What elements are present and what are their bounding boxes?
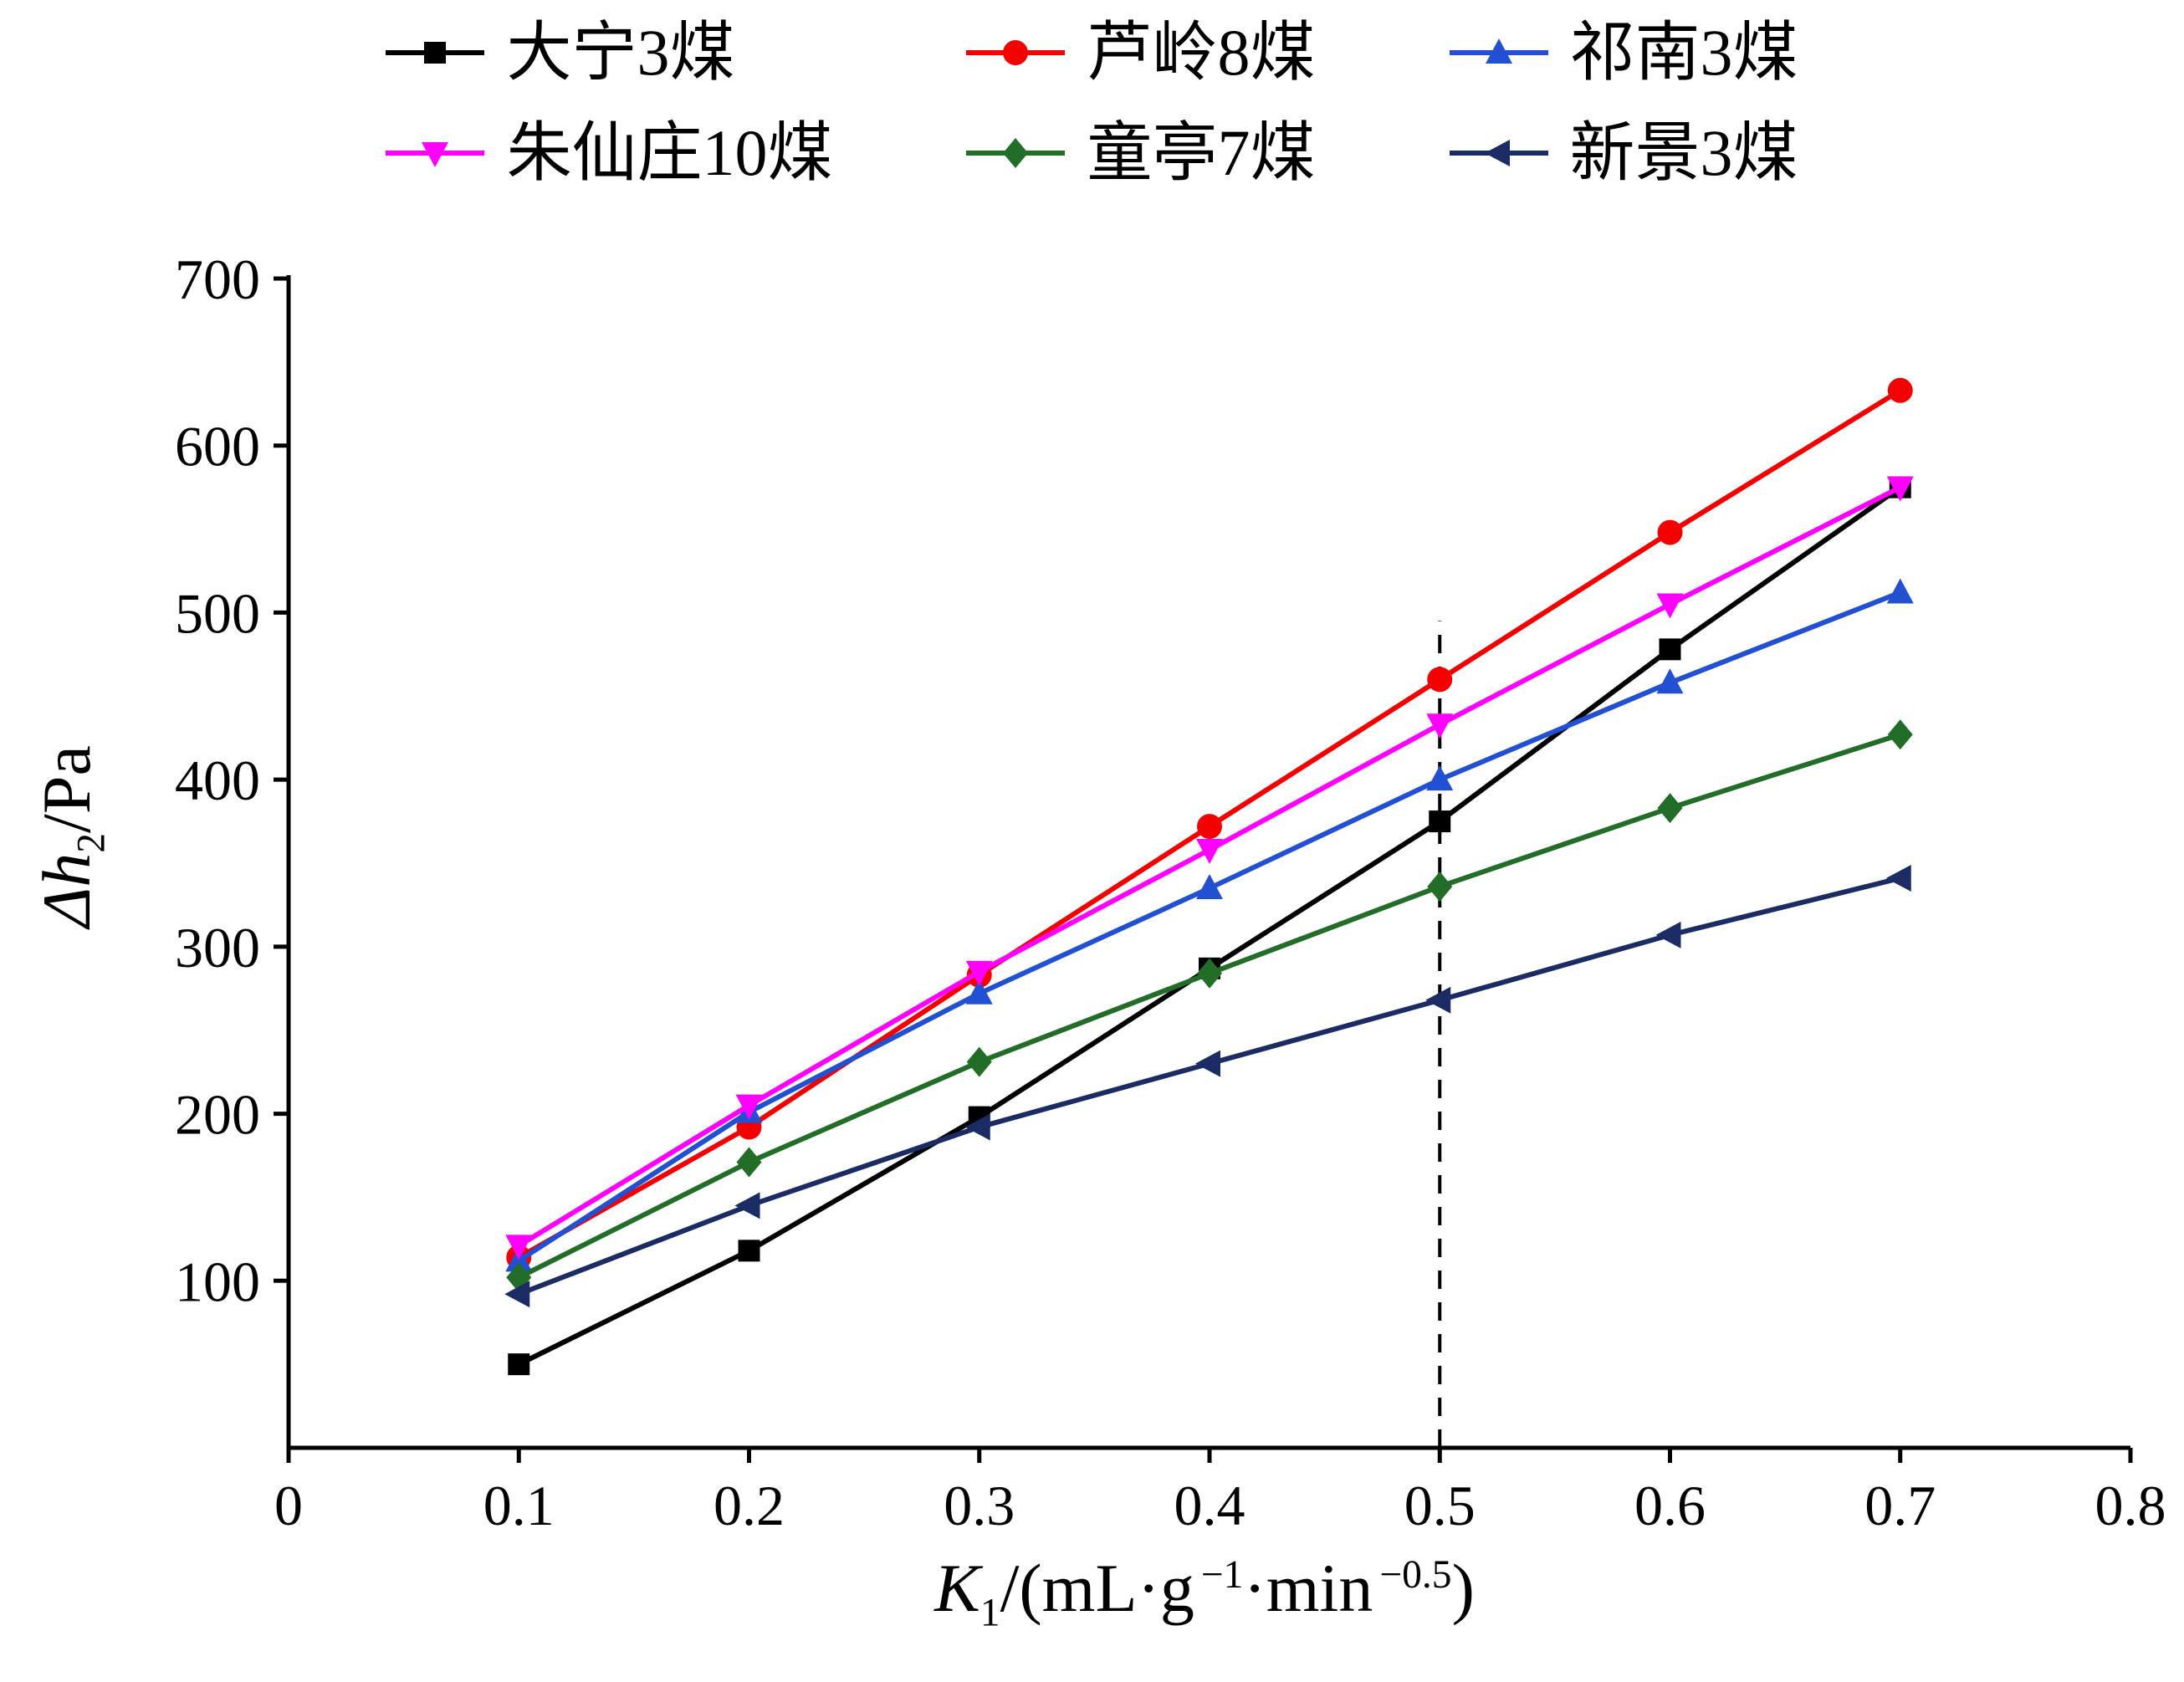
x-axis-units-2: ·min: [1243, 1550, 1373, 1626]
legend-item: 大宁3煤: [386, 20, 734, 85]
data-point-marker: [1887, 719, 1913, 750]
x-axis-exponent-2: −0.5: [1379, 1552, 1452, 1597]
y-axis-symbol: Δh: [28, 852, 105, 928]
x-axis-units-1: /(mL·g: [1000, 1550, 1194, 1626]
data-point-marker: [1885, 864, 1911, 892]
data-point-marker: [966, 1046, 992, 1077]
data-point-marker: [1195, 1050, 1220, 1077]
data-point-marker: [1657, 793, 1683, 824]
data-point-marker: [1196, 839, 1223, 865]
x-tick-label: 0.7: [1864, 1474, 1936, 1537]
legend-marker-icon: [1449, 140, 1548, 166]
data-point-marker: [1425, 986, 1451, 1014]
series-line: [518, 876, 1901, 1297]
series-diamond: [506, 719, 1913, 1293]
y-axis-units: /Pa: [28, 745, 105, 833]
x-tick-label: 0.1: [483, 1474, 555, 1537]
data-point-marker: [735, 1094, 763, 1120]
x-tick-label: 0: [274, 1474, 303, 1537]
data-point-marker: [1659, 638, 1681, 661]
data-point-marker: [734, 1192, 760, 1219]
data-point-marker: [1429, 810, 1451, 833]
data-point-marker: [738, 1240, 760, 1262]
data-point-marker: [736, 1147, 762, 1178]
data-point-marker: [1655, 921, 1681, 948]
legend-label: 朱仙庄10煤: [506, 116, 833, 189]
data-point-marker: [1003, 138, 1029, 168]
data-point-marker: [1197, 814, 1222, 840]
series-circle: [506, 377, 1913, 1270]
x-tick-label: 0.4: [1174, 1474, 1245, 1537]
x-tick-label: 0.2: [714, 1474, 785, 1537]
legend-marker-icon: [1449, 38, 1548, 64]
data-point-marker: [504, 1281, 530, 1308]
data-point-marker: [965, 960, 993, 986]
series-triangle-down: [505, 476, 1914, 1260]
legend-label: 芦岭8煤: [1087, 16, 1316, 89]
data-point-marker: [1197, 958, 1222, 989]
x-tick-label: 0.6: [1634, 1474, 1706, 1537]
data-point-marker: [1656, 593, 1684, 619]
legend-label: 祁南3煤: [1569, 16, 1798, 89]
data-point-marker: [964, 1113, 990, 1141]
data-point-marker: [1427, 871, 1453, 902]
data-point-marker: [422, 142, 449, 167]
series-triangle-left: [504, 864, 1911, 1308]
y-tick-label: 500: [175, 581, 260, 645]
series-line: [517, 484, 1902, 1248]
data-point-marker: [505, 1235, 533, 1260]
x-axis-subscript: 1: [979, 1591, 1000, 1635]
y-tick-label: 700: [175, 248, 260, 311]
x-tick-label: 0.3: [944, 1474, 1015, 1537]
y-tick-label: 400: [175, 749, 260, 812]
data-point-marker: [1196, 873, 1223, 899]
series-line: [517, 485, 1902, 1367]
data-point-marker: [1426, 765, 1454, 791]
data-point-marker: [1485, 38, 1512, 64]
data-point-marker: [1656, 668, 1684, 694]
legend-item: 新景3煤: [1449, 116, 1798, 189]
data-point-marker: [1003, 40, 1029, 65]
x-axis-symbol: K: [934, 1550, 980, 1626]
y-axis-title: Δh2/Pa: [28, 745, 113, 928]
data-point-marker: [1426, 713, 1454, 739]
legend-label: 大宁3煤: [506, 16, 735, 89]
data-point-marker: [1886, 578, 1914, 604]
data-point-marker: [1657, 519, 1683, 545]
legend-label: 新景3煤: [1569, 116, 1798, 189]
data-point-marker: [965, 979, 993, 1005]
legend-marker-icon: [386, 142, 485, 167]
y-axis-subscript: 2: [69, 832, 114, 853]
data-point-marker: [1887, 377, 1913, 403]
y-tick-label: 600: [175, 415, 260, 478]
y-tick-label: 200: [175, 1083, 260, 1147]
legend-item: 祁南3煤: [1449, 16, 1798, 89]
x-axis-exponent-1: −1: [1200, 1552, 1244, 1597]
legend-item: 芦岭8煤: [966, 16, 1316, 89]
data-point-marker: [1484, 140, 1510, 166]
data-point-marker: [424, 42, 447, 64]
legend-item: 朱仙庄10煤: [386, 120, 832, 186]
legend-label: 童亭7煤: [1087, 116, 1316, 189]
series-line: [517, 590, 1901, 1263]
data-point-marker: [1886, 476, 1914, 502]
x-axis-units-3: ): [1451, 1550, 1475, 1626]
x-tick-label: 0.8: [2095, 1474, 2166, 1537]
data-point-marker: [508, 1353, 530, 1376]
y-tick-label: 300: [175, 916, 260, 979]
legend-marker-icon: [386, 42, 485, 64]
legend-marker-icon: [966, 138, 1066, 168]
legend-item: 童亭7煤: [966, 116, 1316, 189]
y-tick-label: 100: [175, 1250, 260, 1313]
x-axis-title: K1/(mL·g −1·min −0.5): [934, 1549, 1475, 1633]
x-tick-label: 0.5: [1404, 1474, 1476, 1537]
legend-marker-icon: [966, 40, 1066, 65]
data-point-marker: [1427, 667, 1453, 693]
chart-legend: 大宁3煤 芦岭8煤 祁南3煤 朱仙庄10煤 童亭7煤 新景3煤: [0, 20, 2184, 186]
